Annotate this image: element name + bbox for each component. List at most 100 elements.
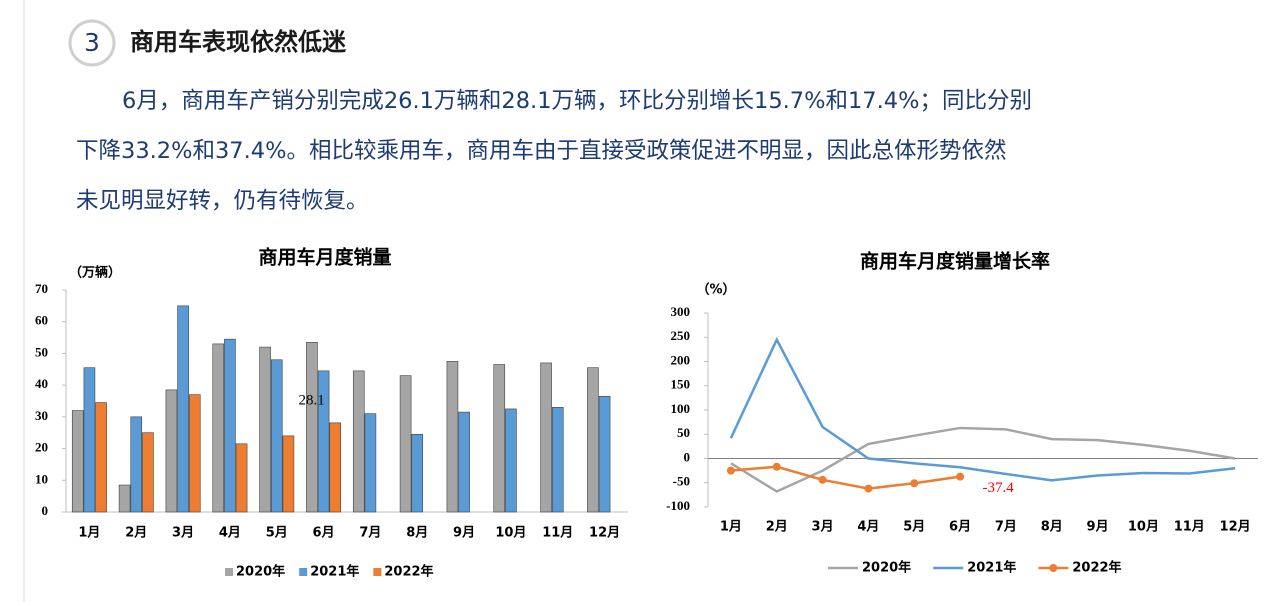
legend-swatch xyxy=(373,568,382,576)
section-badge xyxy=(68,19,116,67)
point xyxy=(726,466,735,475)
bar xyxy=(306,342,318,513)
x-tick-label: 6月 xyxy=(949,520,971,535)
x-tick-label: 2月 xyxy=(766,520,788,535)
x-tick-label: 12月 xyxy=(589,526,620,541)
y-tick-label: 150 xyxy=(671,377,691,392)
y-tick-label: 20 xyxy=(35,440,48,455)
bar xyxy=(177,305,189,513)
legend-label: 2021年 xyxy=(967,560,1016,576)
paragraph: 6月，商用车产销分别完成26.1万辆和28.1万辆，环比分别增长15.7%和17… xyxy=(76,76,1226,226)
x-tick-label: 3月 xyxy=(812,520,834,535)
bar xyxy=(71,410,84,513)
bar xyxy=(212,343,225,513)
y-tick-label: 30 xyxy=(35,408,48,423)
bar xyxy=(493,364,506,513)
paragraph-line: 未见明显好转，仍有待恢复。 xyxy=(76,188,369,214)
line-series xyxy=(730,426,1236,493)
legend-label: 2020年 xyxy=(236,564,285,580)
bar xyxy=(130,416,143,513)
y-tick-label: 250 xyxy=(671,328,691,343)
y-tick-label: 60 xyxy=(35,313,48,328)
bar xyxy=(142,432,154,513)
bar xyxy=(540,362,552,513)
y-tick-label: -50 xyxy=(673,474,690,489)
y-axis-label: （万辆） xyxy=(69,265,121,281)
bar xyxy=(317,370,330,513)
x-tick-label: 1月 xyxy=(720,520,742,535)
legend-swatch xyxy=(299,568,308,576)
x-tick-label: 9月 xyxy=(1087,520,1109,535)
bar xyxy=(587,367,599,513)
bar xyxy=(95,402,107,513)
bar xyxy=(235,443,248,513)
y-tick-label: 50 xyxy=(677,425,690,440)
line-series xyxy=(729,336,1236,482)
bar xyxy=(352,370,365,513)
x-tick-label: 8月 xyxy=(406,526,428,541)
point xyxy=(818,475,827,484)
y-tick-label: 0 xyxy=(42,503,49,518)
x-tick-label: 2月 xyxy=(125,526,147,541)
y-tick-label: 70 xyxy=(35,281,48,296)
y-tick-label: 10 xyxy=(35,471,48,486)
bar xyxy=(83,367,96,513)
legend-label: 2022年 xyxy=(1072,560,1121,576)
legend-label: 2021年 xyxy=(310,564,359,580)
point xyxy=(910,479,919,488)
x-tick-label: 6月 xyxy=(313,526,335,541)
chart-title: 商用车月度销量 xyxy=(258,246,391,269)
section-number: 3 xyxy=(84,28,100,57)
bar xyxy=(270,359,283,513)
legend-label: 2020年 xyxy=(862,560,911,576)
bar xyxy=(364,413,377,513)
x-tick-label: 1月 xyxy=(78,526,100,541)
x-tick-label: 9月 xyxy=(453,526,475,541)
x-tick-label: 11月 xyxy=(542,526,573,541)
bar xyxy=(224,338,236,513)
x-tick-label: 4月 xyxy=(857,520,879,535)
bar xyxy=(282,435,295,513)
section-title: 商用车表现依然低迷 xyxy=(130,28,347,56)
y-tick-label: 40 xyxy=(35,376,48,391)
bar xyxy=(165,389,178,513)
y-tick-label: -100 xyxy=(666,498,690,513)
x-tick-label: 10月 xyxy=(1128,520,1159,535)
paragraph-line: 6月，商用车产销分别完成26.1万辆和28.1万辆，环比分别增长15.7%和17… xyxy=(122,88,1032,114)
x-tick-label: 3月 xyxy=(172,526,194,541)
bar xyxy=(598,395,611,513)
x-tick-label: 10月 xyxy=(495,526,526,541)
x-tick-label: 12月 xyxy=(1220,520,1251,535)
bar xyxy=(118,484,131,513)
x-tick-label: 7月 xyxy=(359,526,381,541)
x-tick-label: 5月 xyxy=(903,520,925,535)
bar xyxy=(399,375,412,513)
y-tick-label: 300 xyxy=(671,304,691,319)
bar xyxy=(458,411,470,513)
y-tick-label: 100 xyxy=(671,401,691,416)
x-tick-label: 4月 xyxy=(219,526,241,541)
y-tick-label: 50 xyxy=(35,344,48,359)
line-series xyxy=(730,465,961,490)
legend-label: 2022年 xyxy=(384,564,433,580)
data-label: -37.4 xyxy=(982,480,1014,496)
y-axis-label: （%） xyxy=(696,282,735,298)
y-tick-label: 200 xyxy=(671,352,691,367)
point xyxy=(772,462,781,471)
bar xyxy=(259,346,271,513)
x-tick-label: 8月 xyxy=(1041,520,1063,535)
bar xyxy=(505,408,517,513)
bar xyxy=(411,433,424,513)
bar xyxy=(551,407,564,513)
bar xyxy=(446,361,459,513)
y-tick-label: 0 xyxy=(684,449,691,464)
bar xyxy=(188,394,201,513)
data-label: 28.1 xyxy=(298,392,324,408)
x-tick-label: 7月 xyxy=(995,520,1017,535)
legend-swatch xyxy=(225,568,233,576)
point xyxy=(956,472,965,481)
legend-marker xyxy=(1049,564,1058,572)
point xyxy=(864,484,873,493)
